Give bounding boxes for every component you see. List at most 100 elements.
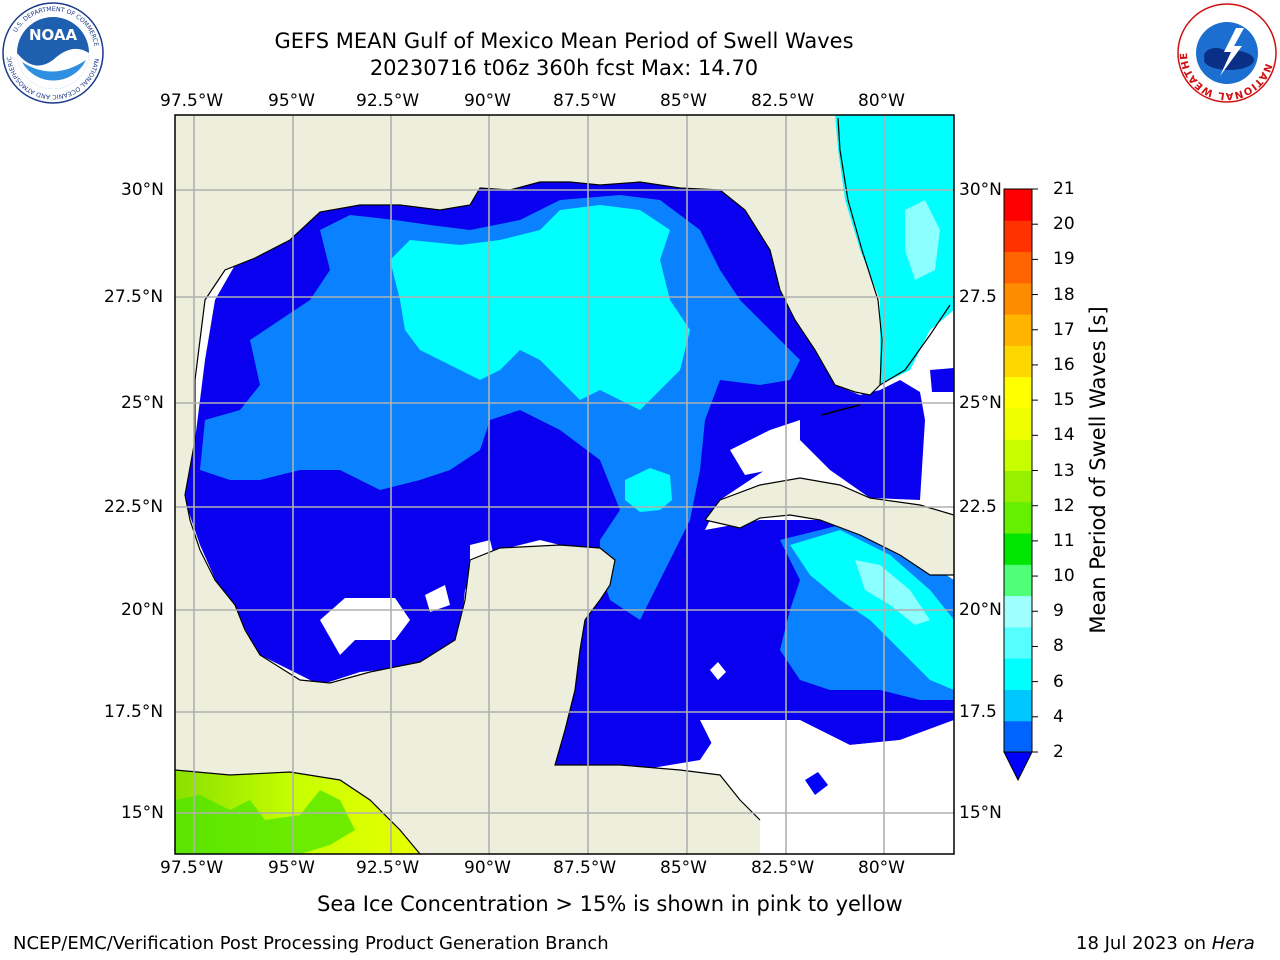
lat-label-left: 27.5°N <box>104 287 164 307</box>
colorbar-segment <box>1004 407 1032 440</box>
colorbar-tick-label: 21 <box>1053 179 1075 199</box>
colorbar-tick-label: 20 <box>1053 214 1075 235</box>
lat-label-left: 15°N <box>121 803 164 823</box>
lat-label-left: 17.5°N <box>104 702 164 722</box>
lon-label-top: 90°W <box>464 91 511 111</box>
footer-credit: NCEP/EMC/Verification Post Processing Pr… <box>13 933 609 954</box>
colorbar-tick-label: 14 <box>1053 425 1075 446</box>
lon-label-top: 80°W <box>858 91 905 111</box>
lat-label-left: 20°N <box>121 600 164 620</box>
lat-label-right: 30°N <box>959 180 1002 200</box>
colorbar-tick-label: 4 <box>1053 706 1064 727</box>
map-gridlines <box>175 115 954 854</box>
colorbar-segment <box>1004 470 1032 503</box>
coastline-cuba <box>704 477 954 576</box>
missing-data-hole <box>320 598 410 655</box>
lat-label-right: 20°N <box>959 600 1002 620</box>
lon-label-bottom: 85°W <box>660 858 707 878</box>
colorbar-segments <box>1004 189 1032 753</box>
missing-data-hole <box>805 772 828 795</box>
colorbar-tick-label: 8 <box>1053 636 1064 657</box>
chart-title: GEFS MEAN Gulf of Mexico Mean Period of … <box>274 29 854 53</box>
colorbar-extend-arrow <box>1003 751 1033 782</box>
nws-logo: NATIONAL WEATHER SERVICE <box>1176 2 1277 103</box>
missing-data-hole <box>700 720 954 854</box>
lon-label-top: 85°W <box>660 91 707 111</box>
coastline-central-america-pacific <box>175 769 421 854</box>
lon-label-bottom: 92.5°W <box>356 858 420 878</box>
colorbar-segment <box>1004 220 1032 253</box>
lon-label-bottom: 90°W <box>464 858 511 878</box>
lat-label-right: 25°N <box>959 393 1002 413</box>
land-north-america <box>175 115 880 854</box>
lon-label-top: 87.5°W <box>553 91 617 111</box>
gulf-water-band-6-8-south <box>625 468 672 512</box>
colorbar-segment <box>1004 376 1032 409</box>
colorbar-tick-label: 16 <box>1053 354 1075 375</box>
lon-label-bottom: 82.5°W <box>751 858 815 878</box>
lat-label-left: 22.5°N <box>104 497 164 517</box>
lat-label-left: 25°N <box>121 393 164 413</box>
lon-label-bottom: 95°W <box>268 858 315 878</box>
missing-data-hole <box>425 585 450 612</box>
colorbar-segment <box>1004 564 1032 597</box>
atlantic-water-band-6-8 <box>835 115 954 385</box>
lat-label-right: 17.5 <box>959 702 997 722</box>
lat-label-right: 27.5 <box>959 287 997 307</box>
footer-machine: Hera <box>1211 933 1255 954</box>
colorbar-segment <box>1004 501 1032 534</box>
colorbar-segment <box>1004 345 1032 378</box>
footer-date-text: 18 Jul 2023 on <box>1076 933 1207 954</box>
missing-data-hole <box>730 420 800 475</box>
lat-label-right: 22.5 <box>959 497 997 517</box>
colorbar-segment <box>1004 189 1032 221</box>
lon-label-bottom: 97.5°W <box>160 858 224 878</box>
colorbar-tick-label: 18 <box>1053 284 1075 305</box>
sea-ice-note: Sea Ice Concentration > 15% is shown in … <box>317 892 903 916</box>
lon-label-bottom: 80°W <box>858 858 905 878</box>
missing-data-hole <box>710 662 726 680</box>
atlantic-water-band-8-10 <box>905 200 940 280</box>
colorbar-tick-label: 17 <box>1053 319 1075 340</box>
colorbar <box>1003 188 1038 782</box>
colorbar-segment <box>1004 595 1032 628</box>
colorbar-tick-label: 6 <box>1053 671 1064 692</box>
noaa-logo: NOAA NATIONAL OCEANIC AND ATMOSPHERIC AD… <box>2 2 104 104</box>
colorbar-segment <box>1004 282 1032 315</box>
colorbar-tick-label: 10 <box>1053 566 1075 587</box>
pacific-water-band-10-12 <box>175 790 355 854</box>
gulf-water-band-6-8 <box>390 205 690 410</box>
colorbar-segment <box>1004 314 1032 346</box>
colorbar-segment <box>1004 658 1032 690</box>
lon-label-bottom: 87.5°W <box>553 858 617 878</box>
colorbar-tick-label: 2 <box>1053 742 1064 762</box>
colorbar-label: Mean Period of Swell Waves [s] <box>1086 306 1110 634</box>
footer-date: 18 Jul 2023 on Hera <box>1076 933 1255 955</box>
colorbar-segment <box>1004 720 1032 753</box>
colorbar-tick-label: 9 <box>1053 601 1064 622</box>
map-frame <box>174 114 955 855</box>
colorbar-segment <box>1004 251 1032 284</box>
coastline-atlantic-florida <box>879 304 951 386</box>
colorbar-segment <box>1004 439 1032 471</box>
coastline-north-america <box>184 117 883 821</box>
lat-label-left: 30°N <box>121 180 164 200</box>
lat-label-right: 15°N <box>959 803 1002 823</box>
caribbean-water-band-8-10 <box>855 560 930 625</box>
lon-label-top: 95°W <box>268 91 315 111</box>
chart-subtitle: 20230716 t06z 360h fcst Max: 14.70 <box>369 56 759 80</box>
noaa-logo-text: NOAA <box>29 26 78 44</box>
colorbar-tick-label: 19 <box>1053 249 1075 270</box>
coastline-florida-keys <box>821 404 861 416</box>
lon-label-top: 97.5°W <box>160 91 224 111</box>
lon-label-top: 92.5°W <box>356 91 420 111</box>
colorbar-segment <box>1004 533 1032 565</box>
colorbar-tick-label: 15 <box>1053 390 1075 411</box>
colorbar-tick-marks <box>1032 188 1038 753</box>
colorbar-segment <box>1004 626 1032 659</box>
atlantic-water-band-2-4 <box>930 368 954 392</box>
colorbar-tick-label: 11 <box>1053 530 1075 551</box>
colorbar-tick-label: 13 <box>1053 460 1075 481</box>
colorbar-tick-label: 12 <box>1053 495 1075 516</box>
